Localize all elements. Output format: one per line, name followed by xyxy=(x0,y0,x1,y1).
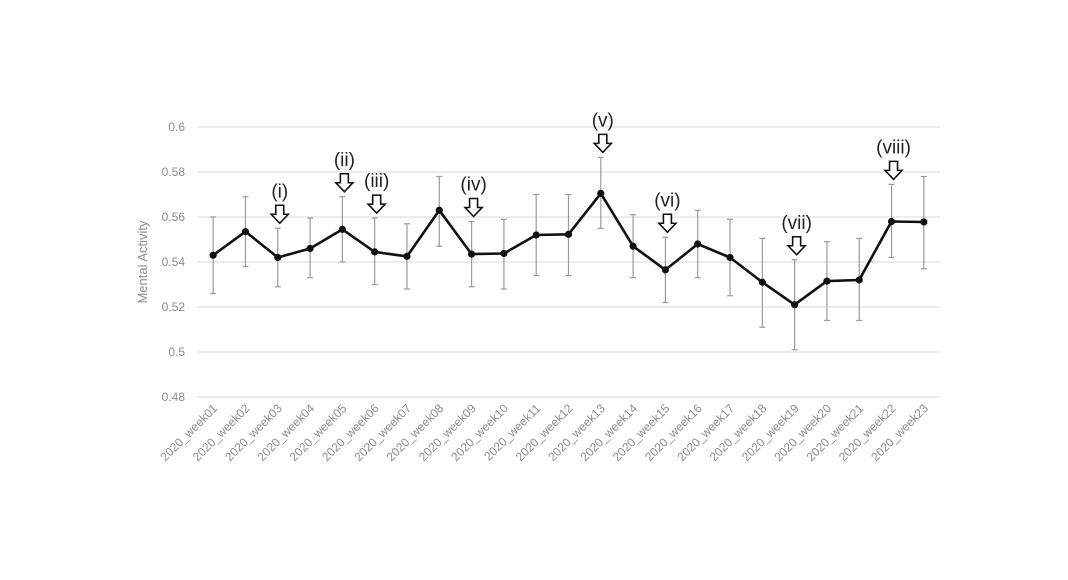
annotation: (viii) xyxy=(876,137,911,181)
data-point xyxy=(726,253,734,262)
y-tick-label: 0.56 xyxy=(162,210,186,224)
y-axis-title: Mental Activity xyxy=(135,220,150,304)
annotation: (v) xyxy=(592,110,614,154)
data-point xyxy=(661,266,670,274)
x-axis-ticks: 2020_week012020_week022020_week032020_we… xyxy=(158,401,932,464)
data-point xyxy=(467,250,476,258)
down-arrow-icon xyxy=(657,213,678,234)
down-arrow-icon xyxy=(786,235,807,256)
annotation-label: (iii) xyxy=(364,171,389,192)
data-point xyxy=(758,278,766,286)
data-point xyxy=(920,218,928,226)
data-point xyxy=(371,248,379,256)
data-point xyxy=(306,244,314,253)
y-tick-label: 0.58 xyxy=(162,165,186,179)
y-tick-label: 0.52 xyxy=(162,300,186,314)
annotation: (vi) xyxy=(654,190,681,234)
annotation: (ii) xyxy=(334,150,355,193)
data-point xyxy=(274,253,282,262)
data-point xyxy=(564,230,573,238)
data-point xyxy=(855,276,863,284)
y-tick-label: 0.54 xyxy=(162,255,186,269)
down-arrow-icon xyxy=(592,133,614,154)
down-arrow-icon xyxy=(366,194,388,215)
annotations: (i) (ii) (iii) (iv) (v) (vi) (vii) (viii) xyxy=(269,110,911,256)
down-arrow-icon xyxy=(883,160,904,181)
down-arrow-icon xyxy=(463,197,484,218)
data-points xyxy=(209,189,928,309)
annotation-label: (viii) xyxy=(876,137,911,158)
down-arrow-icon xyxy=(269,204,291,225)
annotation: (iii) xyxy=(364,171,389,215)
data-point xyxy=(791,301,799,309)
y-tick-label: 0.6 xyxy=(168,120,185,134)
data-point xyxy=(209,251,217,259)
annotation: (iv) xyxy=(460,175,487,218)
y-tick-label: 0.48 xyxy=(162,390,186,404)
annotation-label: (vii) xyxy=(781,213,812,234)
down-arrow-icon xyxy=(334,172,355,193)
data-point xyxy=(597,189,605,197)
data-point xyxy=(338,225,346,233)
data-point xyxy=(887,217,896,226)
annotation-label: (vi) xyxy=(654,190,680,211)
y-tick-label: 0.5 xyxy=(168,345,185,359)
data-point xyxy=(241,228,250,236)
data-point xyxy=(694,240,702,248)
data-point xyxy=(629,242,637,250)
annotation: (vii) xyxy=(781,213,812,256)
annotation-label: (iv) xyxy=(460,175,486,196)
data-point xyxy=(500,249,508,258)
data-point xyxy=(823,277,831,285)
data-point xyxy=(435,206,443,214)
annotation: (i) xyxy=(269,181,291,225)
data-point xyxy=(403,252,411,260)
y-axis-ticks: 0.48 0.5 0.52 0.54 0.56 0.58 0.6 xyxy=(162,120,186,404)
data-point xyxy=(532,231,540,239)
annotation-label: (i) xyxy=(271,181,288,202)
annotation-label: (v) xyxy=(592,110,614,131)
x-tick-label: 2020_week23 xyxy=(868,401,931,464)
error-bars xyxy=(210,156,927,351)
annotation-label: (ii) xyxy=(334,150,355,171)
